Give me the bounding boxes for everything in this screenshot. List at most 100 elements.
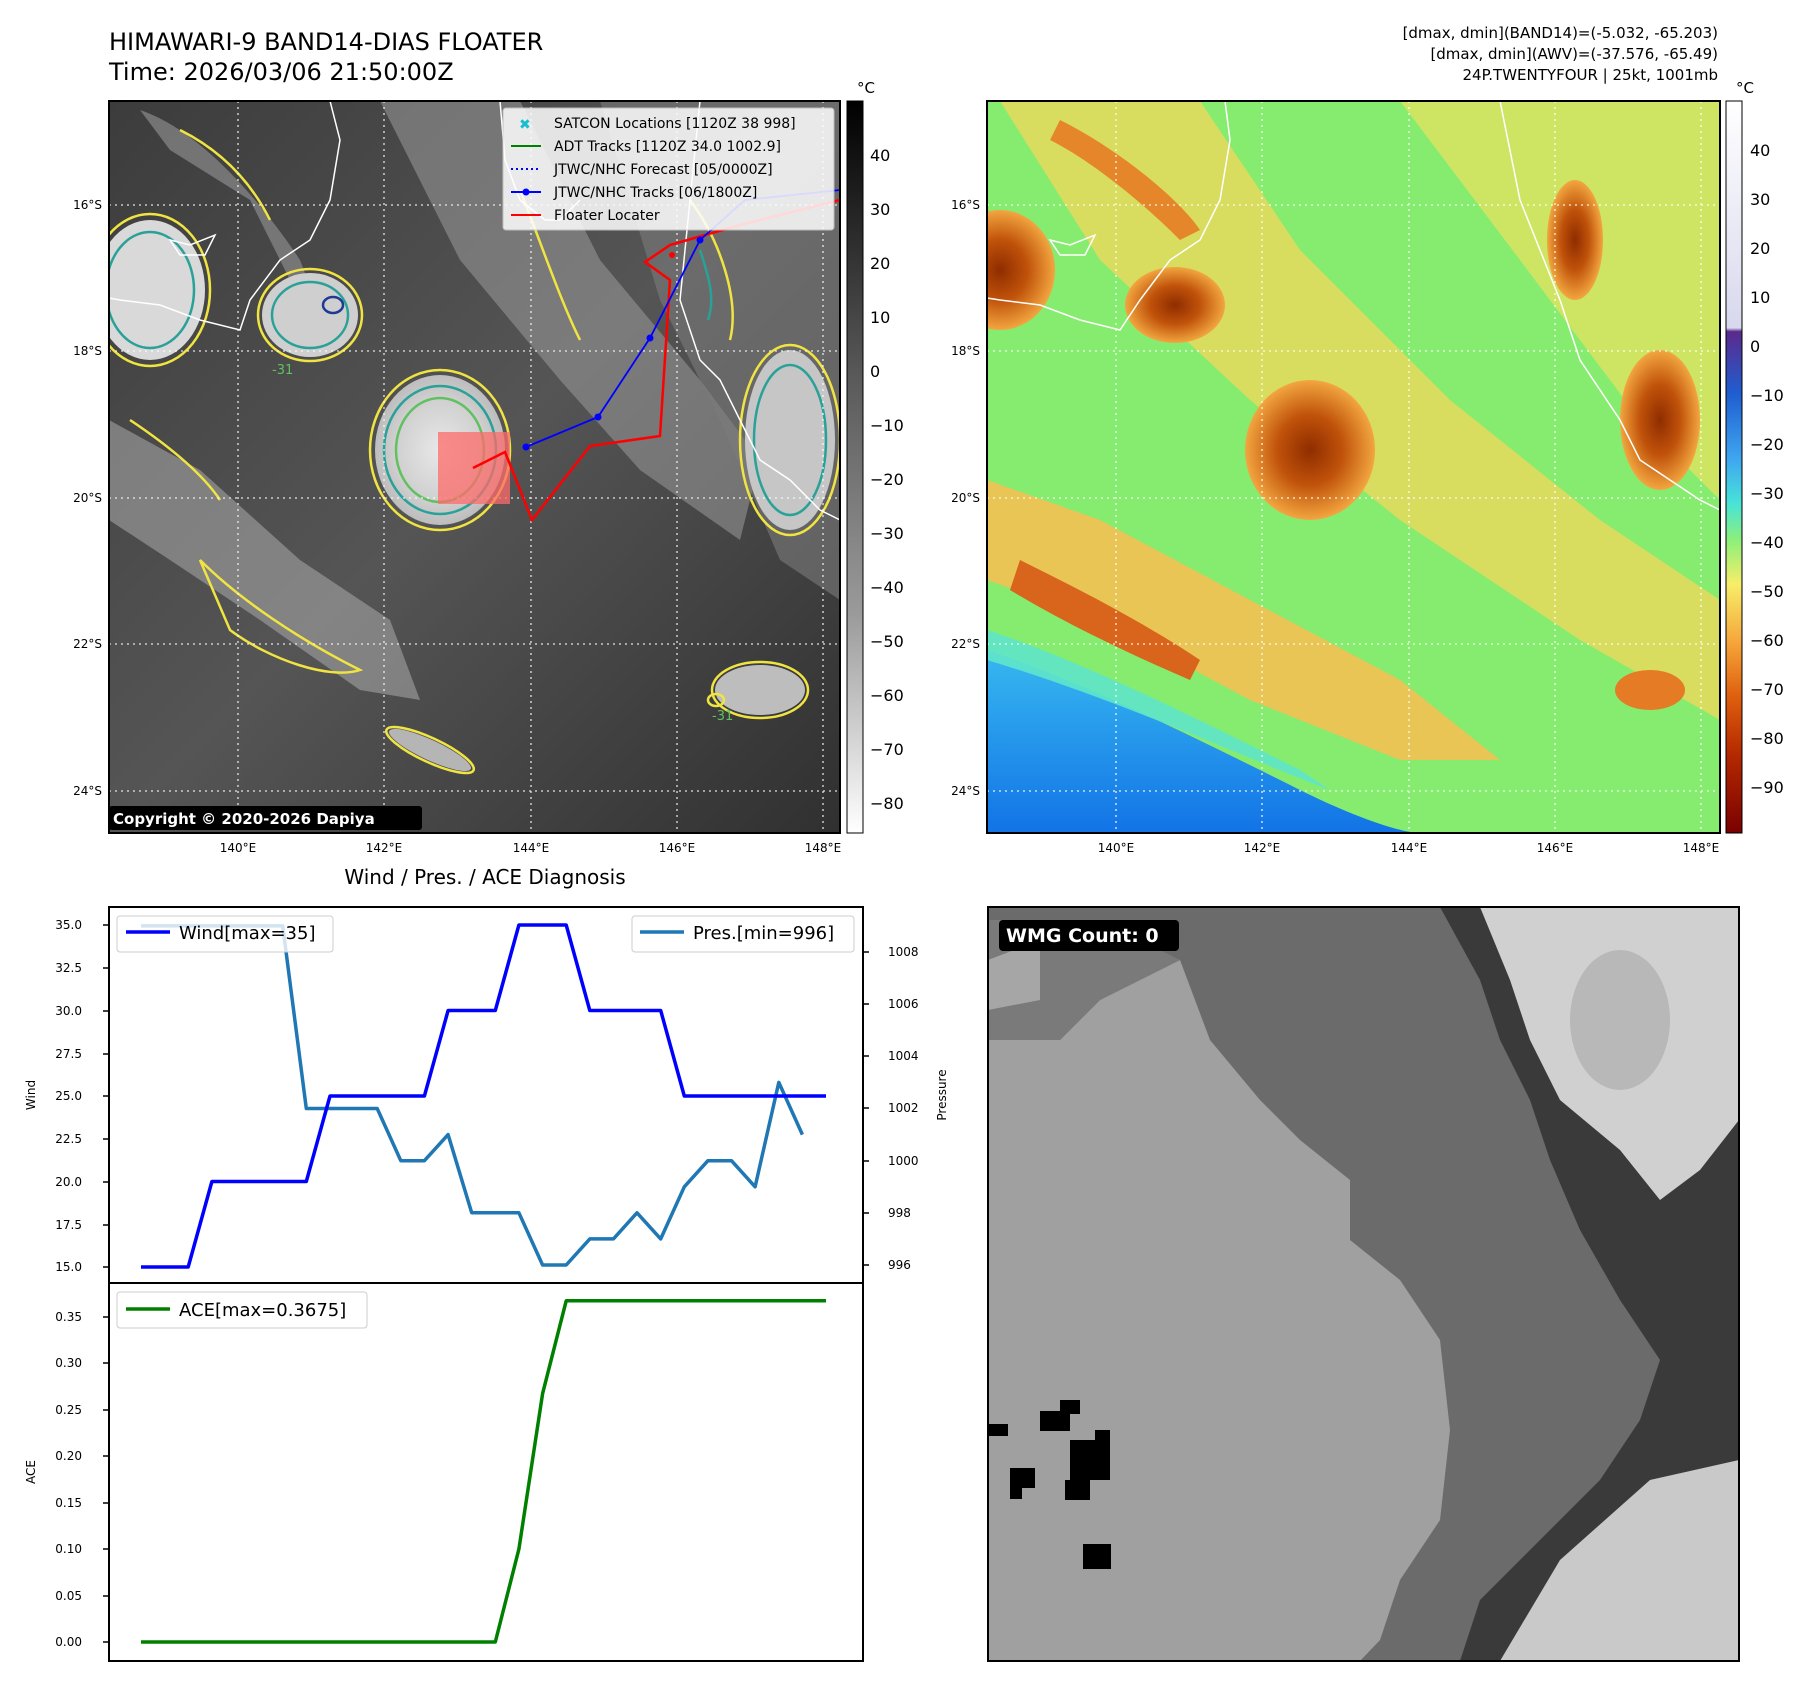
left-colorbar bbox=[846, 100, 864, 834]
cbar-tick: −90 bbox=[1750, 778, 1784, 797]
pres-tick: 1006 bbox=[888, 997, 919, 1011]
cbar-tick: 10 bbox=[1750, 288, 1770, 307]
contour-yellow bbox=[710, 660, 810, 720]
wmg-region-light bbox=[988, 940, 1040, 1010]
lon-tick: 148°E bbox=[805, 841, 842, 855]
cbar-tick: 40 bbox=[870, 146, 890, 165]
contour-teal bbox=[698, 249, 713, 321]
ace-tick: 0.05 bbox=[55, 1589, 82, 1603]
awv-east-cell bbox=[1547, 180, 1603, 300]
right-colorbar-ticks: 40 30 20 10 0 −10 −20 −30 −40 −50 −60 −7… bbox=[1750, 141, 1784, 797]
legend-tracks: JTWC/NHC Tracks [06/1800Z] bbox=[553, 185, 757, 201]
jtwc-track-point bbox=[646, 334, 654, 342]
right-colorbar-unit: °C bbox=[1736, 79, 1754, 97]
right-colorbar bbox=[1725, 100, 1743, 834]
ace-legend-text: ACE[max=0.3675] bbox=[179, 1300, 346, 1321]
wmg-black-cell bbox=[1040, 1411, 1070, 1431]
cbar-tick: −30 bbox=[1750, 484, 1784, 503]
pres-tick: 996 bbox=[888, 1258, 911, 1272]
contour-yellow bbox=[256, 267, 364, 363]
ace-frame bbox=[108, 1282, 864, 1662]
legend-adt: ADT Tracks [1120Z 34.0 1002.9] bbox=[554, 139, 781, 155]
coastline bbox=[987, 101, 1231, 331]
ace-axis-tickmarks bbox=[103, 1316, 109, 1643]
legend-forecast: JTWC/NHC Forecast [05/0000Z] bbox=[553, 162, 773, 178]
lat-tick: 24°S bbox=[73, 784, 102, 798]
awv-satellite-panel bbox=[987, 101, 1720, 833]
lon-tick: 140°E bbox=[220, 841, 257, 855]
wind-tick: 32.5 bbox=[55, 961, 82, 975]
coastline bbox=[109, 101, 341, 331]
contour-yellow bbox=[179, 128, 272, 221]
coastline bbox=[679, 101, 840, 521]
stat-storm: 24P.TWENTYFOUR | 25kt, 1001mb bbox=[1462, 66, 1718, 84]
cbar-tick: 40 bbox=[1750, 141, 1770, 160]
wmg-panel bbox=[988, 907, 1739, 1661]
cbar-tick: −70 bbox=[870, 740, 904, 759]
wind-series-line bbox=[141, 923, 826, 1269]
cbar-tick: 30 bbox=[1750, 190, 1770, 209]
cbar-tick: 0 bbox=[870, 362, 880, 381]
wmg-black-cell bbox=[1010, 1468, 1035, 1488]
awv-west-cell bbox=[987, 210, 1055, 330]
lon-tick: 146°E bbox=[659, 841, 696, 855]
pres-tick: 998 bbox=[888, 1206, 911, 1220]
lat-tick: 18°S bbox=[73, 344, 102, 358]
cbar-tick: −70 bbox=[1750, 680, 1784, 699]
stat-awv: [dmax, dmin](AWV)=(-37.576, -65.49) bbox=[1430, 45, 1718, 63]
right-map-frame bbox=[986, 100, 1721, 834]
cbar-tick: −60 bbox=[870, 686, 904, 705]
contour-lines bbox=[109, 128, 840, 775]
jtwc-track-point bbox=[696, 236, 704, 244]
pres-tick: 1004 bbox=[888, 1049, 919, 1063]
cbar-tick: −40 bbox=[870, 578, 904, 597]
coastline bbox=[168, 233, 217, 256]
cloud-se-cell bbox=[715, 665, 805, 715]
awv-cyan-band bbox=[987, 630, 1330, 790]
wind-tick: 15.0 bbox=[55, 1260, 82, 1274]
map-legend: ✖ SATCON Locations [1120Z 38 998] ADT Tr… bbox=[502, 107, 835, 231]
lat-tick: 16°S bbox=[73, 198, 102, 212]
legend-box bbox=[502, 107, 835, 231]
cloud-east-cell bbox=[745, 350, 835, 530]
cbar-tick: −10 bbox=[870, 416, 904, 435]
pres-tick: 1000 bbox=[888, 1154, 919, 1168]
wind-legend-box bbox=[116, 915, 334, 953]
cloud-band-north bbox=[140, 110, 330, 340]
copyright-box bbox=[109, 806, 422, 830]
lat-tick: 18°S bbox=[951, 344, 980, 358]
left-map-lat-ticks: 16°S 18°S 20°S 22°S 24°S bbox=[73, 198, 102, 798]
map-gridlines bbox=[987, 101, 1720, 833]
ace-legend-box bbox=[116, 1291, 368, 1329]
ace-tick: 0.00 bbox=[55, 1635, 82, 1649]
pres-tick: 1008 bbox=[888, 945, 919, 959]
left-colorbar-ticks: 40 30 20 10 0 −10 −20 −30 −40 −50 −60 −7… bbox=[870, 146, 904, 813]
contour-yellow bbox=[706, 692, 726, 708]
wmg-black-cell bbox=[988, 1424, 1008, 1436]
right-map-lat-ticks: 16°S 18°S 20°S 22°S 24°S bbox=[951, 198, 980, 798]
pres-axis-label: Pressure bbox=[935, 1069, 949, 1120]
wmg-count-box bbox=[999, 920, 1179, 951]
left-map-frame bbox=[108, 100, 841, 834]
cbar-tick: −20 bbox=[1750, 435, 1784, 454]
lat-tick: 20°S bbox=[951, 491, 980, 505]
coastline bbox=[1048, 233, 1097, 256]
awv-yellow-band bbox=[987, 480, 1500, 760]
lon-tick: 144°E bbox=[1391, 841, 1428, 855]
lon-tick: 142°E bbox=[1244, 841, 1281, 855]
awv-se-cell bbox=[1615, 670, 1685, 710]
jtwc-track-point bbox=[522, 443, 530, 451]
wmg-black-cell bbox=[1010, 1485, 1022, 1499]
cbar-tick: −30 bbox=[870, 524, 904, 543]
stat-band14: [dmax, dmin](BAND14)=(-5.032, -65.203) bbox=[1403, 24, 1718, 42]
legend-marker-satcon: ✖ bbox=[519, 117, 531, 133]
cbar-tick: 20 bbox=[1750, 239, 1770, 258]
cbar-tick: −50 bbox=[870, 632, 904, 651]
wind-tick: 17.5 bbox=[55, 1218, 82, 1232]
wmg-region-light bbox=[988, 960, 1450, 1661]
cloud-band-south bbox=[109, 420, 420, 700]
contour-teal bbox=[270, 280, 350, 350]
wind-axis-label: Wind bbox=[24, 1080, 38, 1110]
wind-axis-tickmarks bbox=[103, 924, 109, 1268]
diagnosis-title: Wind / Pres. / ACE Diagnosis bbox=[344, 865, 625, 889]
